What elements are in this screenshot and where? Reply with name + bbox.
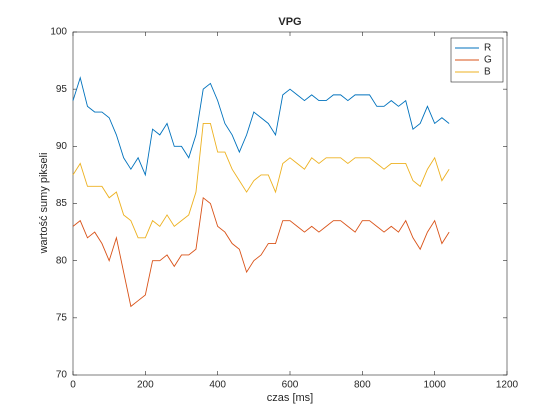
y-tick-label: 75 (56, 312, 68, 323)
x-tick-label: 800 (354, 380, 371, 391)
y-tick-label: 100 (50, 27, 67, 38)
legend-label: G (484, 55, 492, 66)
series-line (72, 196, 450, 308)
y-tick-label: 85 (56, 198, 68, 209)
y-tick-label: 70 (56, 370, 68, 381)
y-axis-label: wartość sumy pikseli (38, 153, 50, 255)
series-line (72, 123, 450, 239)
x-tick-label: 200 (137, 380, 154, 391)
x-tick-label: 1000 (424, 380, 447, 391)
series-line (72, 76, 450, 177)
y-tick-label: 90 (56, 141, 68, 152)
legend-label: R (484, 43, 491, 54)
x-tick-label: 600 (282, 380, 299, 391)
axes-box (72, 31, 508, 376)
x-axis-label: czas [ms] (267, 392, 313, 404)
legend-label: B (484, 67, 491, 78)
x-tick-label: 1200 (496, 380, 519, 391)
x-tick-label: 400 (209, 380, 226, 391)
y-tick-label: 80 (56, 255, 68, 266)
y-tick-label: 95 (56, 84, 68, 95)
x-tick-label: 0 (70, 380, 76, 391)
chart-title: VPG (278, 16, 301, 28)
